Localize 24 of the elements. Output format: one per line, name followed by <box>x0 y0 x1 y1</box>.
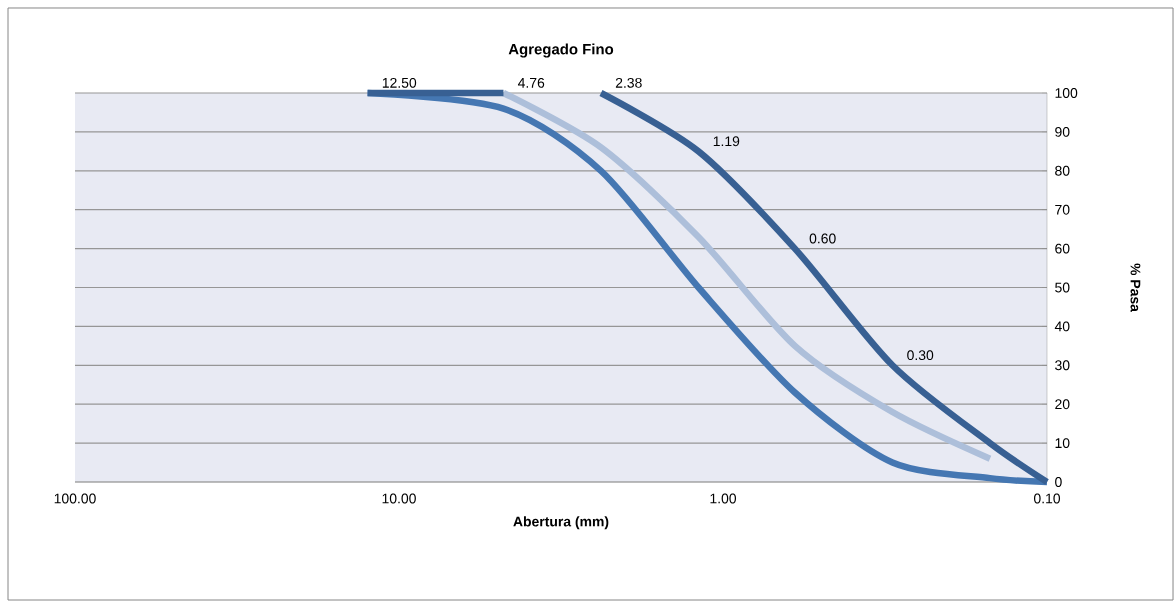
y-tick-label: 40 <box>1054 321 1070 332</box>
y-tick-label: 90 <box>1055 126 1070 137</box>
x-tick-label: 0.10 <box>1033 493 1061 504</box>
y-tick-label: 50 <box>1055 282 1070 293</box>
x-tick-label: 1.00 <box>710 493 737 504</box>
y-tick-label: 70 <box>1055 204 1070 215</box>
annotation: 1.19 <box>713 136 740 147</box>
y-tick-label: 0 <box>1055 477 1062 487</box>
y-tick-label: 20 <box>1055 399 1070 410</box>
annotation: 0.60 <box>809 233 836 244</box>
y-tick-label: 30 <box>1055 360 1070 371</box>
y-tick-label: 100 <box>1055 88 1078 98</box>
annotation: 0.30 <box>907 350 934 361</box>
chart-title: Agregado Fino <box>508 43 614 58</box>
y-tick-label: 80 <box>1055 165 1070 176</box>
y-tick-label: 10 <box>1055 438 1070 449</box>
y-tick-label: 60 <box>1055 243 1070 254</box>
y-axis-title: % Pasa <box>1130 263 1141 312</box>
x-axis-title: Abertura (mm) <box>513 516 609 530</box>
annotation: 2.38 <box>615 77 642 88</box>
x-tick-label: 10.00 <box>382 493 416 504</box>
x-tick-label: 100.00 <box>54 493 96 504</box>
annotation: 12.50 <box>382 77 417 88</box>
annotation: 4.76 <box>517 77 545 88</box>
